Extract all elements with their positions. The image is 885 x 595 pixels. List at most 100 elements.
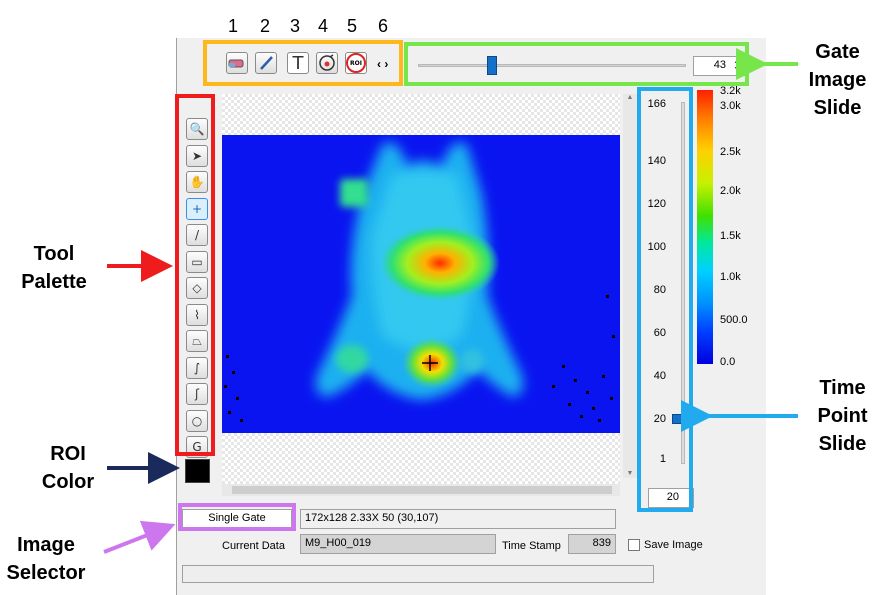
current-data-value: M9_H00_019 — [305, 537, 372, 549]
tool-button-magnifier[interactable]: 🔍 — [186, 118, 208, 140]
time-tick-label: 1 — [659, 453, 666, 465]
tool-button-curve[interactable]: ∫ — [186, 356, 208, 379]
gate-slider-track[interactable] — [418, 64, 686, 67]
color-scale-label: 0.0 — [720, 356, 736, 368]
time-tick-label: 80 — [653, 284, 666, 296]
color-scale-bar — [697, 90, 713, 364]
roi-color-callout: ROI Color — [14, 440, 122, 496]
scroll-up-arrow[interactable]: ▲ — [626, 94, 634, 101]
curve-icon: ∫ — [193, 360, 201, 375]
time-tick-label: 166 — [647, 98, 666, 110]
current-data-field: M9_H00_019 — [300, 534, 496, 554]
tool-button-rectangle[interactable]: ▭ — [186, 250, 208, 273]
time-tick-label: 120 — [647, 198, 666, 210]
diamond-icon: ◇ — [192, 281, 202, 295]
tool-button-freehand[interactable]: ʃ — [186, 383, 208, 405]
time-stamp-value: 839 — [592, 537, 611, 549]
current-data-label: Current Data — [222, 540, 285, 552]
rectangle-icon: ▭ — [191, 254, 203, 269]
roi-edit-icon — [319, 54, 335, 71]
crosshair-icon: + — [191, 201, 203, 216]
scroll-down-arrow[interactable]: ▼ — [626, 470, 634, 477]
color-scale-label: 500.0 — [720, 314, 748, 326]
callout-line: Gate — [815, 41, 860, 63]
time-tick-label: 40 — [653, 370, 666, 382]
toolbar-highlight — [203, 40, 403, 86]
brush-tool-button[interactable] — [255, 52, 277, 74]
arrow-pointer-icon: ➤ — [191, 148, 203, 163]
magnifier-icon: 🔍 — [189, 122, 205, 136]
spiral-icon: G — [192, 440, 202, 454]
save-image-checkbox[interactable] — [628, 539, 640, 551]
color-scale-label: 1.0k — [720, 271, 741, 283]
crosshair-marker — [422, 355, 438, 371]
color-scale-label: 3.2k — [720, 85, 741, 97]
polyline-icon: ⌇ — [194, 307, 200, 322]
text-tool-button[interactable]: T — [287, 52, 309, 74]
color-scale-label: 2.0k — [720, 185, 741, 197]
gate-slider-thumb[interactable] — [487, 56, 497, 75]
callout-line: Selector — [6, 562, 86, 584]
tool-button-hand[interactable]: ✋ — [186, 171, 208, 193]
gate-value: 43 — [713, 59, 726, 71]
image-vertical-scrollbar[interactable]: ▲ ▼ — [623, 94, 637, 478]
image-selector-label: Single Gate — [208, 512, 266, 524]
callout-line: Slide — [813, 97, 862, 119]
toolbar-number-1: 1 — [228, 16, 239, 36]
roi-edit-tool-button[interactable] — [316, 52, 338, 74]
image-info-text: 172x128 2.33X 50 (30,107) — [305, 512, 439, 524]
tool-button-line[interactable]: / — [186, 224, 208, 246]
color-scale-label: 3.0k — [720, 100, 741, 112]
polygon-icon: ⏢ — [192, 333, 202, 348]
toolbar-number-5: 5 — [347, 16, 358, 36]
time-slider-highlight — [637, 87, 693, 512]
callout-line: Image — [808, 69, 867, 91]
brush-icon — [260, 56, 273, 70]
time-tick-label: 140 — [647, 155, 666, 167]
callout-line: Palette — [21, 271, 87, 293]
time-tick-label: 100 — [647, 241, 666, 253]
line-icon: / — [194, 228, 200, 242]
time-tick-label: 60 — [653, 327, 666, 339]
toolbar-number-3: 3 — [290, 16, 301, 36]
freehand-icon: ʃ — [194, 387, 200, 401]
fluorescence-image — [222, 135, 620, 433]
toolbar-number-4: 4 — [318, 16, 329, 36]
eraser-tool-button[interactable] — [226, 52, 248, 74]
tool-button-crosshair[interactable]: + — [186, 197, 208, 220]
tool-button-ellipse[interactable]: ○ — [186, 409, 208, 432]
callout-line: Slide — [818, 433, 867, 455]
tool-button-diamond[interactable]: ◇ — [186, 277, 208, 299]
hand-icon: ✋ — [189, 175, 205, 189]
image-horizontal-scrollbar[interactable] — [222, 484, 620, 496]
tool-palette-callout: Tool Palette — [0, 240, 108, 296]
color-scale-label: 1.5k — [720, 230, 741, 242]
toolbar-number-6: 6 — [378, 16, 389, 36]
roi-icon: ROI — [346, 53, 366, 73]
image-selector-highlight — [178, 503, 296, 531]
tool-button-polygon[interactable]: ⏢ — [186, 330, 208, 352]
image-selector-callout: Image Selector — [0, 531, 92, 587]
time-value: 20 — [666, 491, 679, 503]
toolbar-number-2: 2 — [260, 16, 271, 36]
tool-button-polyline[interactable]: ⌇ — [186, 303, 208, 326]
callout-line: ROI — [50, 443, 86, 465]
gate-value-field[interactable]: 43 — [693, 56, 745, 76]
save-image-label: Save Image — [644, 539, 703, 551]
color-scale-label: 2.5k — [720, 146, 741, 158]
time-tick-label: 20 — [653, 413, 666, 425]
horizontal-scroll-thumb[interactable] — [232, 486, 612, 494]
tool-palette-highlight — [175, 94, 215, 456]
callout-line: Image — [17, 534, 75, 556]
time-point-slide-callout: Time Point Slide — [800, 374, 885, 458]
callout-line: Color — [41, 471, 95, 493]
tool-button-arrow-pointer[interactable]: ➤ — [186, 144, 208, 167]
eraser-icon — [228, 59, 244, 68]
time-value-field[interactable]: 20 — [648, 488, 694, 508]
toolbar-nav-arrows[interactable]: ‹ › — [377, 57, 389, 71]
image-selector-button[interactable]: Single Gate — [182, 509, 292, 529]
roi-color-swatch[interactable] — [185, 459, 210, 483]
time-slider-track[interactable] — [681, 102, 685, 464]
roi-tool-button[interactable]: ROI — [345, 52, 367, 74]
text-tool-icon: T — [292, 52, 304, 74]
